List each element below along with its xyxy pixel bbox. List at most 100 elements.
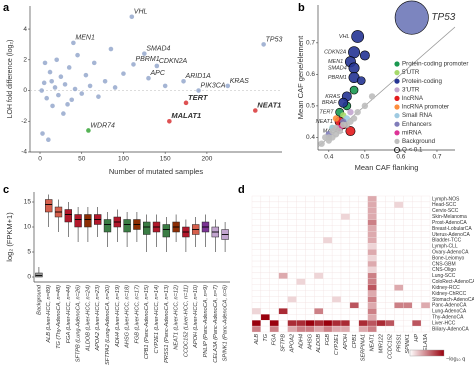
heatmap-cell — [331, 266, 342, 274]
bubble — [329, 134, 336, 141]
heatmap-cell — [394, 320, 404, 327]
heatmap-cell — [269, 325, 279, 333]
row-label: Lymph-NOS — [432, 196, 460, 202]
heatmap-cell — [358, 302, 368, 309]
heatmap-cell — [385, 284, 395, 291]
heatmap-cell — [367, 231, 377, 238]
heatmap-cell — [331, 290, 342, 297]
point — [102, 79, 108, 84]
column-label: SPINK1 — [405, 334, 411, 354]
row-label: Biliary-AdenoCA — [432, 326, 469, 332]
point — [66, 65, 72, 70]
row-label: Bladder-TCC — [432, 238, 462, 244]
heatmap-cell — [296, 302, 306, 309]
heatmap-cell — [412, 195, 422, 203]
heatmap-cell — [367, 296, 377, 303]
column-label: CCDC152 — [387, 334, 393, 359]
legend-swatch — [394, 61, 400, 67]
heatmap-cell — [296, 219, 306, 226]
heatmap-cell — [376, 325, 386, 333]
heatmap-cell — [296, 284, 306, 291]
heatmap-cell — [260, 325, 270, 333]
heatmap-cell — [340, 231, 351, 238]
point — [52, 85, 58, 90]
heatmap-cell — [376, 207, 386, 214]
heatmap-cell — [269, 237, 279, 244]
heatmap-cell — [323, 254, 333, 262]
x-tick-label: FGB (Liver-HCC, n=17) — [134, 285, 140, 344]
heatmap-cell — [420, 260, 431, 268]
x-tick-label: APOH (Liver-HCC, n=10) — [193, 285, 199, 349]
heatmap-cell — [314, 219, 324, 226]
point — [196, 88, 201, 93]
heatmap-cell — [349, 219, 359, 226]
legend-label: Protein-coding promoter — [402, 61, 468, 68]
heatmap-cell — [349, 213, 359, 220]
heatmap-cell — [260, 213, 270, 220]
heatmap-cell — [394, 207, 404, 214]
heatmap-cell — [278, 243, 288, 250]
heatmap-cell — [269, 278, 279, 285]
heatmap-cell — [358, 325, 368, 333]
heatmap-cell — [349, 278, 359, 285]
heatmap-cell — [269, 225, 279, 232]
y-tick-label: 0.7 — [306, 40, 315, 47]
heatmap-cell — [385, 201, 395, 208]
heatmap-cell — [251, 290, 262, 297]
y-tick-label: 0.6 — [306, 71, 315, 78]
heatmap-cell — [260, 314, 270, 321]
heatmap-cell — [376, 296, 386, 303]
legend-label: lncRNA promoter — [402, 104, 449, 111]
bubble-label: PBRM1 — [328, 75, 347, 81]
heatmap-cell — [305, 278, 315, 285]
heatmap-cell — [412, 296, 422, 303]
heatmap-cell — [314, 308, 324, 315]
heatmap-cell — [358, 296, 368, 303]
heatmap-cell — [251, 213, 262, 220]
heatmap-cell — [358, 308, 368, 315]
y-tick-label: 0 — [27, 274, 31, 281]
heatmap-cell — [278, 195, 288, 203]
heatmap-cell — [403, 320, 413, 327]
heatmap-cell — [314, 243, 324, 250]
legend-label: Protein-coding — [402, 78, 442, 85]
heatmap-cell — [358, 219, 368, 226]
heatmap-cell — [296, 308, 306, 315]
heatmap-cell — [305, 213, 315, 220]
heatmap-cell — [278, 249, 288, 256]
heatmap-cell — [323, 213, 333, 220]
heatmap-cell — [331, 237, 342, 244]
heatmap-cell — [403, 231, 413, 238]
heatmap-cell — [403, 237, 413, 244]
heatmap-cell — [305, 243, 315, 250]
x-tick-label: CPB1 (Panc-AdenoCA, n=15) — [144, 285, 150, 359]
x-tick-label: FGA (Liver-HCC, n=44) — [66, 285, 72, 343]
heatmap-cell — [260, 302, 270, 309]
point-label: APC — [149, 70, 165, 77]
heatmap-cell — [287, 219, 297, 226]
heatmap-cell — [385, 207, 395, 214]
heatmap-cell — [420, 278, 431, 285]
heatmap-cell — [412, 249, 422, 256]
legend-swatch — [394, 95, 400, 101]
heatmap-cell — [385, 278, 395, 285]
heatmap-cell — [358, 237, 368, 244]
heatmap-cell — [287, 320, 297, 327]
heatmap-cell — [323, 296, 333, 303]
point — [58, 74, 64, 79]
heatmap-cell — [331, 284, 342, 291]
panel-label: d — [238, 184, 245, 196]
heatmap-cell — [385, 272, 395, 279]
heatmap-cell — [260, 308, 270, 315]
heatmap-cell — [251, 231, 262, 238]
heatmap-cell — [358, 260, 368, 268]
heatmap-cell — [269, 320, 279, 327]
heatmap-cell — [403, 272, 413, 279]
heatmap-cell — [420, 207, 431, 214]
heatmap-cell — [278, 284, 288, 291]
heatmap-cell — [403, 325, 413, 333]
heatmap-cell — [394, 290, 404, 297]
heatmap-cell — [287, 213, 297, 220]
heatmap-cell — [260, 201, 270, 208]
x-tick-label: 0.4 — [324, 154, 333, 161]
